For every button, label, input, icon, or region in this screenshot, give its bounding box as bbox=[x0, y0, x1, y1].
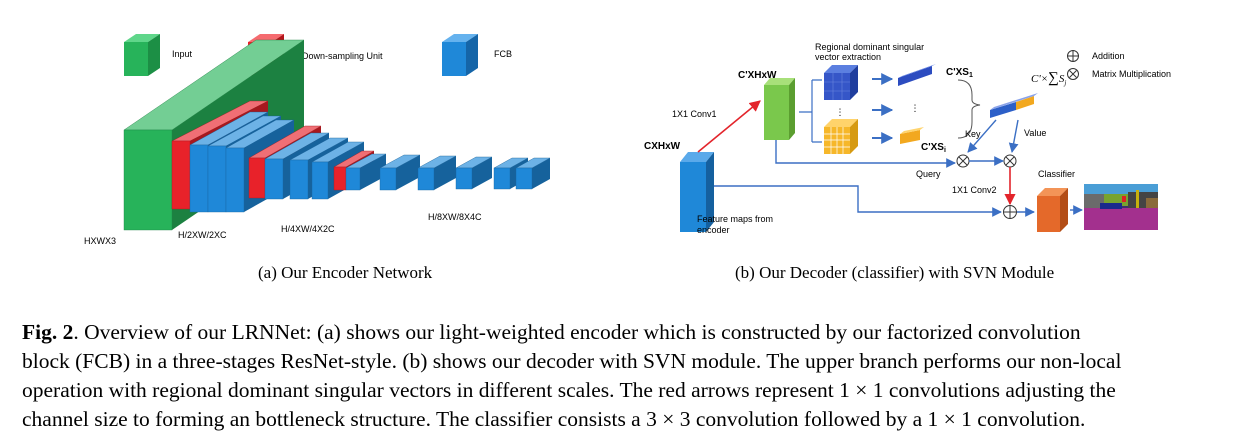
dim-label-full: HXWX3 bbox=[84, 236, 116, 246]
legend-input-swatch bbox=[124, 34, 160, 76]
caption-line-4: channel size to forming an bottleneck st… bbox=[22, 407, 1086, 431]
decoder-diagram: CXHxW 1X1 Conv1 C'XHxW Regional dominant… bbox=[644, 42, 1171, 235]
legend-down-label: Down-sampling Unit bbox=[302, 51, 383, 61]
feature-map-reduced bbox=[764, 78, 795, 140]
conv1-label: 1X1 Conv1 bbox=[672, 109, 717, 119]
legend-input-label: Input bbox=[172, 49, 193, 59]
fcb-block bbox=[455, 156, 493, 190]
branch-bracket bbox=[799, 79, 822, 143]
extraction-title-2: vector extraction bbox=[815, 52, 881, 62]
ellipsis-left: ⋮ bbox=[836, 107, 845, 117]
cps1-label: C'XS1 bbox=[946, 67, 973, 79]
caption-line-2: block (FCB) in a three-stages ResNet-sty… bbox=[22, 349, 1122, 373]
subcaption-a: (a) Our Encoder Network bbox=[258, 263, 433, 282]
cpsi-label: C'XSi bbox=[921, 142, 946, 154]
segmentation-output-image bbox=[1084, 184, 1158, 230]
fcb-block bbox=[345, 153, 387, 191]
addition-legend-label: Addition bbox=[1092, 51, 1125, 61]
query-arrow bbox=[775, 140, 956, 168]
classifier-block bbox=[1037, 188, 1068, 232]
multiplication-legend-icon bbox=[1067, 68, 1079, 80]
region-grid-yellow bbox=[824, 119, 858, 154]
key-arrow bbox=[967, 119, 997, 153]
matmul-node-2 bbox=[1003, 154, 1017, 168]
encoder-blocks bbox=[123, 39, 551, 231]
dim-label-half: H/2XW/2XC bbox=[178, 230, 227, 240]
extraction-title-1: Regional dominant singular bbox=[815, 42, 924, 52]
sum-formula: C'×∑Sj bbox=[1031, 70, 1066, 87]
addition-node bbox=[1003, 205, 1017, 219]
skip-connection-arrow bbox=[714, 185, 1002, 217]
fcb-block bbox=[417, 155, 457, 191]
legend-fcb-swatch bbox=[442, 34, 478, 76]
query-label: Query bbox=[916, 169, 941, 179]
multiplication-legend-label: Matrix Multiplication bbox=[1092, 69, 1171, 79]
encoder-legend: Input Down-sampling Unit FCB bbox=[124, 34, 512, 76]
region-grid-blue bbox=[824, 65, 858, 100]
fcb-block bbox=[379, 154, 421, 191]
legend-fcb-label: FCB bbox=[494, 49, 512, 59]
value-arrow bbox=[1008, 119, 1019, 153]
caption-line-1-text: . Overview of our LRNNet: (a) shows our … bbox=[73, 320, 1081, 344]
conv1-arrow bbox=[697, 100, 761, 153]
ellipsis-right: ⋮ bbox=[911, 103, 920, 113]
singular-vector-blue bbox=[898, 64, 936, 86]
subcaption-b: (b) Our Decoder (classifier) with SVN Mo… bbox=[735, 263, 1055, 282]
dim-label-quarter: H/4XW/4X2C bbox=[281, 224, 335, 234]
value-label: Value bbox=[1024, 128, 1046, 138]
cpxhxw-label: C'XHxW bbox=[738, 70, 777, 81]
cxhxw-label: CXHxW bbox=[644, 141, 681, 152]
figure-canvas: Input Down-sampling Unit FCB HXWX3 H/2XW… bbox=[84, 34, 1171, 246]
concat-brace bbox=[957, 79, 981, 139]
matmul-node-1 bbox=[956, 154, 970, 168]
addition-legend-icon bbox=[1067, 50, 1079, 62]
figure-caption: Fig. 2. Overview of our LRNNet: (a) show… bbox=[22, 318, 1250, 434]
figure: Input Down-sampling Unit FCB HXWX3 H/2XW… bbox=[84, 34, 1171, 246]
caption-label: Fig. 2 bbox=[22, 320, 74, 344]
feature-map-input bbox=[680, 152, 714, 232]
classifier-label: Classifier bbox=[1038, 169, 1075, 179]
fcb-block bbox=[515, 157, 551, 190]
dim-label-eighth: H/8XW/8X4C bbox=[428, 212, 482, 222]
feature-maps-label-1: Feature maps from bbox=[697, 214, 773, 224]
feature-maps-label-2: encoder bbox=[697, 225, 730, 235]
singular-vector-yellow bbox=[900, 127, 924, 144]
caption-line-3: operation with regional dominant singula… bbox=[22, 378, 1116, 402]
caption-line-1: Fig. 2. Overview of our LRNNet: (a) show… bbox=[22, 318, 1250, 347]
conv2-label: 1X1 Conv2 bbox=[952, 185, 997, 195]
concatenated-vector bbox=[990, 93, 1038, 118]
key-label: Key bbox=[965, 129, 981, 139]
